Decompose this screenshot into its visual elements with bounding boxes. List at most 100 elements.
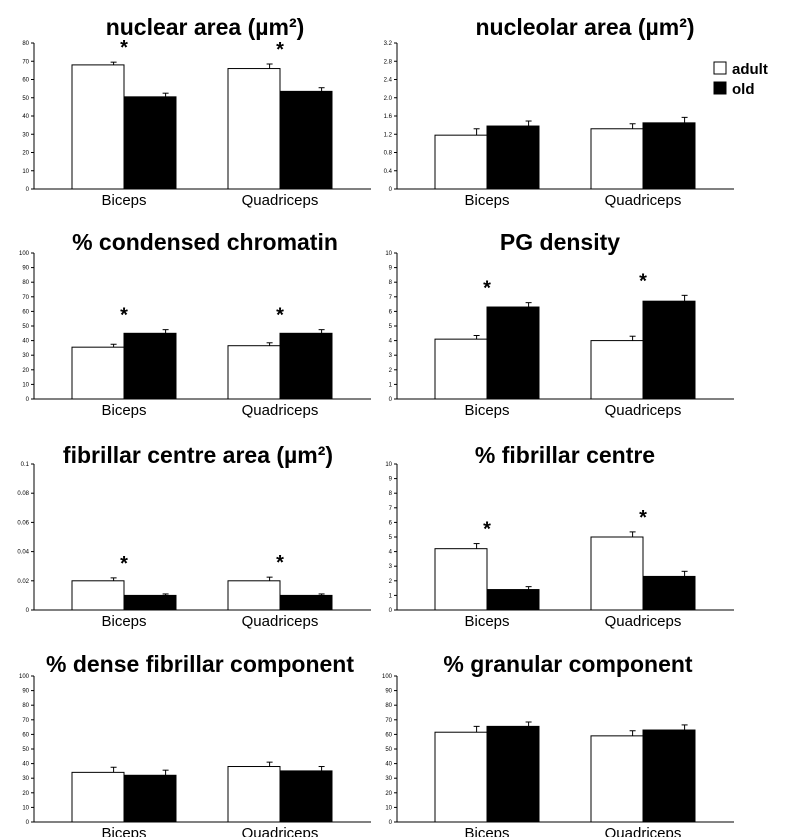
y-tick-label: 20 bbox=[22, 791, 29, 797]
legend-label-adult: adult bbox=[732, 61, 768, 78]
y-tick-label: 90 bbox=[22, 266, 29, 272]
y-tick-label: 3.2 bbox=[384, 41, 393, 47]
y-tick-label: 0 bbox=[389, 397, 393, 403]
y-tick-label: 0.4 bbox=[384, 169, 393, 175]
y-tick-label: 0.1 bbox=[21, 462, 30, 468]
bar-old-quadriceps bbox=[279, 594, 333, 611]
bar-adult-quadriceps bbox=[590, 128, 644, 190]
y-tick-label: 20 bbox=[22, 151, 29, 157]
significance-star: * bbox=[276, 552, 284, 574]
y-tick-label: 1 bbox=[389, 382, 393, 388]
y-tick-label: 7 bbox=[389, 506, 393, 512]
bar-old-biceps bbox=[486, 306, 540, 400]
bar-old-quadriceps bbox=[279, 332, 333, 400]
chart-panel-1: nuclear area (µm²) 0 10 20 30 40 50 60 70 80 Bicep… bbox=[22, 14, 371, 209]
chart-panel-3: % condensed chromatin 0 10 20 30 40 50 60 70 80 90… bbox=[19, 229, 371, 419]
y-tick-label: 8 bbox=[389, 280, 393, 286]
y-tick-label: 50 bbox=[385, 747, 392, 753]
y-tick-label: 60 bbox=[22, 309, 29, 315]
bar-old-quadriceps bbox=[642, 575, 696, 611]
y-tick-label: 20 bbox=[385, 791, 392, 797]
significance-star: * bbox=[120, 553, 128, 575]
significance-star: * bbox=[483, 519, 491, 541]
y-tick-label: 40 bbox=[22, 114, 29, 120]
chart-panel-2: nucleolar area (µm²) 0 0.4 0.8 1.2 1.6 2.0 2.4 2… bbox=[384, 14, 734, 209]
chart-title: fibrillar centre area (µm²) bbox=[63, 442, 333, 468]
y-tick-label: 1.6 bbox=[384, 114, 393, 120]
y-tick-label: 100 bbox=[19, 251, 30, 257]
bar-adult-quadriceps bbox=[590, 735, 644, 823]
chart-title: nucleolar area (µm²) bbox=[475, 14, 694, 40]
y-tick-label: 0 bbox=[26, 820, 30, 826]
y-tick-label: 0.04 bbox=[17, 550, 29, 556]
y-tick-label: 10 bbox=[385, 805, 392, 811]
bar-old-biceps bbox=[123, 96, 177, 190]
bar-old-quadriceps bbox=[642, 122, 696, 190]
legend: adult old bbox=[713, 61, 768, 98]
y-tick-label: 2.0 bbox=[384, 96, 393, 102]
bar-adult-biceps bbox=[434, 731, 488, 823]
x-category-label: Quadriceps bbox=[242, 613, 319, 630]
bar-adult-biceps bbox=[434, 134, 488, 190]
x-category-label: Biceps bbox=[464, 825, 509, 837]
bar-old-biceps bbox=[486, 125, 540, 190]
y-tick-label: 60 bbox=[385, 732, 392, 738]
significance-star: * bbox=[483, 278, 491, 300]
significance-star: * bbox=[276, 305, 284, 327]
bar-adult-biceps bbox=[71, 64, 125, 190]
bar-old-quadriceps bbox=[279, 90, 333, 190]
chart-panel-8: % granular component 0 10 20 30 40 50 60 70 80 90 1… bbox=[382, 651, 734, 837]
bar-old-biceps bbox=[123, 774, 177, 823]
x-category-label: Quadriceps bbox=[605, 825, 682, 837]
chart-title: PG density bbox=[500, 229, 620, 255]
y-tick-label: 40 bbox=[22, 762, 29, 768]
y-tick-label: 2 bbox=[389, 368, 393, 374]
x-category-label: Quadriceps bbox=[242, 192, 319, 209]
y-tick-label: 1.2 bbox=[384, 132, 393, 138]
x-category-label: Biceps bbox=[101, 613, 146, 630]
x-category-label: Quadriceps bbox=[605, 402, 682, 419]
legend-label-old: old bbox=[732, 81, 755, 98]
chart-title: % condensed chromatin bbox=[72, 229, 338, 255]
y-tick-label: 30 bbox=[22, 776, 29, 782]
y-tick-label: 30 bbox=[22, 132, 29, 138]
bar-old-quadriceps bbox=[642, 300, 696, 400]
y-tick-label: 0 bbox=[26, 397, 30, 403]
y-tick-label: 90 bbox=[22, 689, 29, 695]
y-tick-label: 0.02 bbox=[17, 579, 29, 585]
x-category-label: Biceps bbox=[101, 825, 146, 837]
chart-title: nuclear area (µm²) bbox=[106, 14, 305, 40]
chart-title: % granular component bbox=[443, 651, 693, 677]
y-tick-label: 80 bbox=[385, 703, 392, 709]
significance-star: * bbox=[120, 37, 128, 59]
y-tick-label: 50 bbox=[22, 96, 29, 102]
y-tick-label: 0 bbox=[26, 187, 30, 193]
bar-adult-biceps bbox=[434, 338, 488, 400]
y-tick-label: 10 bbox=[22, 805, 29, 811]
bar-old-quadriceps bbox=[642, 729, 696, 823]
y-tick-label: 0 bbox=[389, 820, 393, 826]
bar-adult-biceps bbox=[71, 346, 125, 400]
x-category-label: Quadriceps bbox=[242, 402, 319, 419]
y-tick-label: 2 bbox=[389, 579, 393, 585]
significance-star: * bbox=[276, 39, 284, 61]
chart-title: % dense fibrillar component bbox=[46, 651, 354, 677]
y-tick-label: 50 bbox=[22, 324, 29, 330]
y-tick-label: 3 bbox=[389, 564, 393, 570]
bar-adult-quadriceps bbox=[227, 345, 281, 400]
y-tick-label: 30 bbox=[22, 353, 29, 359]
y-tick-label: 40 bbox=[385, 762, 392, 768]
y-tick-label: 7 bbox=[389, 295, 393, 301]
x-category-label: Biceps bbox=[464, 192, 509, 209]
y-tick-label: 3 bbox=[389, 353, 393, 359]
y-tick-label: 70 bbox=[22, 718, 29, 724]
y-tick-label: 60 bbox=[22, 732, 29, 738]
y-tick-label: 30 bbox=[385, 776, 392, 782]
bar-adult-biceps bbox=[71, 771, 125, 823]
bar-adult-biceps bbox=[434, 548, 488, 611]
y-tick-label: 100 bbox=[19, 674, 30, 680]
y-tick-label: 20 bbox=[22, 368, 29, 374]
x-category-label: Biceps bbox=[464, 402, 509, 419]
bar-adult-quadriceps bbox=[590, 340, 644, 400]
